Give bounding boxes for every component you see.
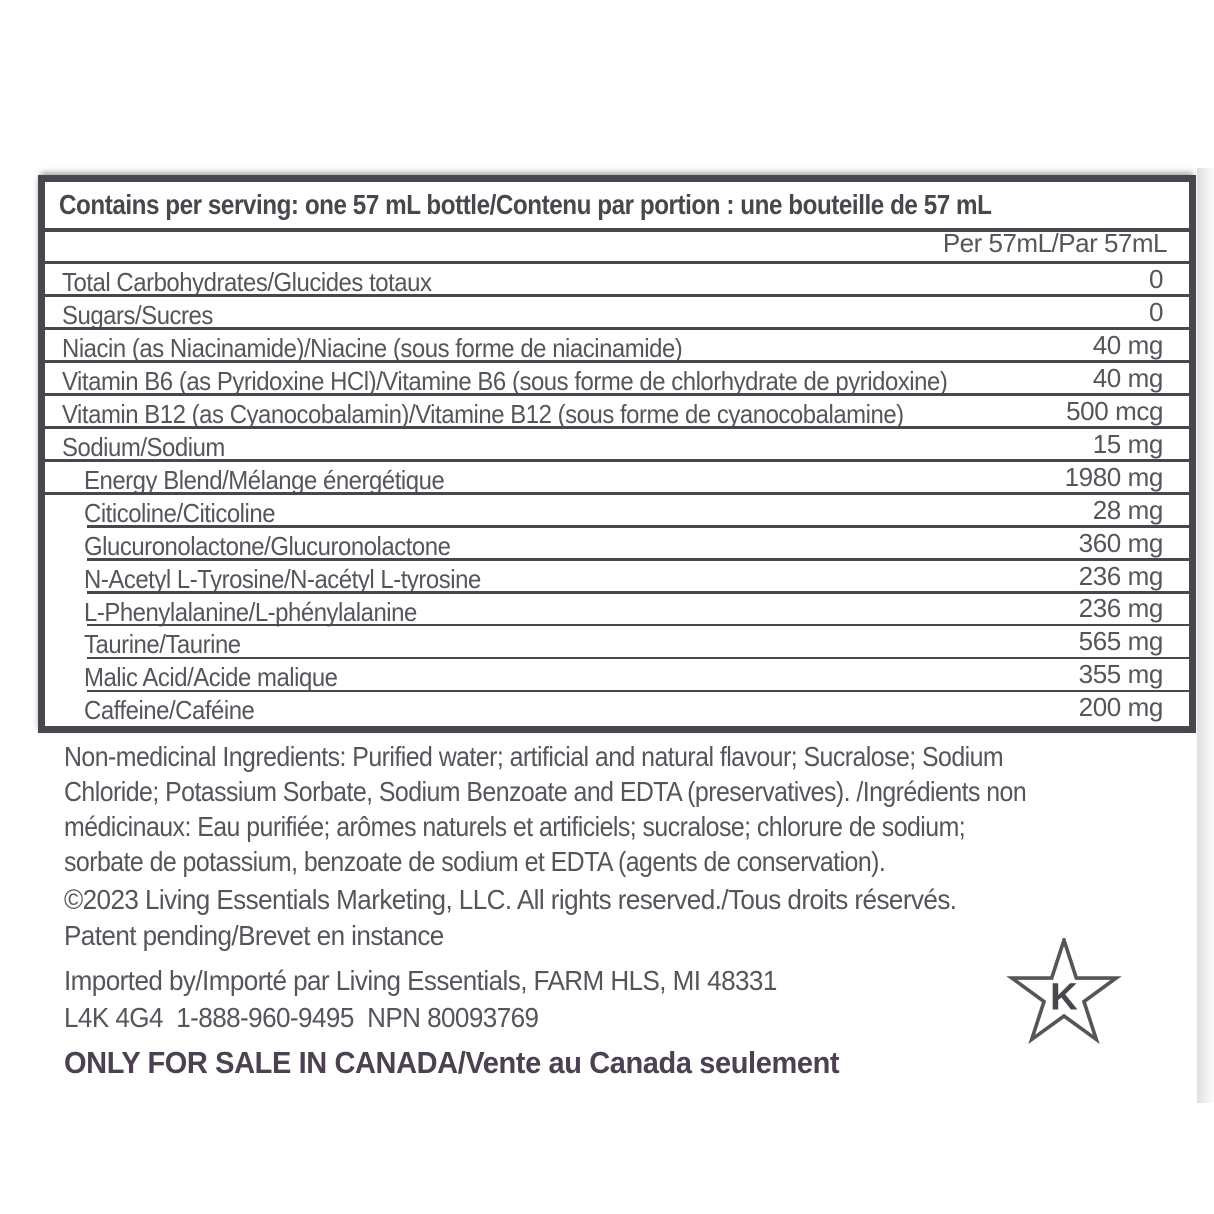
copyright-line: ©2023 Living Essentials Marketing, LLC. … <box>64 884 957 915</box>
row-label: L-Phenylalanine/L-phénylalanine <box>84 596 417 627</box>
kosher-star-icon: K <box>1006 938 1122 1045</box>
row-value: 28 mg <box>1092 494 1164 525</box>
per-serving-column-row: Per 57mL/Par 57mL <box>45 228 1189 264</box>
table-row: Energy Blend/Mélange énergétique 1980 mg <box>45 462 1189 495</box>
table-row: Sugars/Sucres 0 <box>45 297 1189 330</box>
table-row: L-Phenylalanine/L-phénylalanine 236 mg <box>45 593 1189 627</box>
table-row: Total Carbohydrates/Glucides totaux 0 <box>45 264 1189 297</box>
row-label: N-Acetyl L-Tyrosine/N-acétyl L-tyrosine <box>84 563 481 594</box>
row-value: 15 mg <box>1092 428 1164 459</box>
table-row: Malic Acid/Acide malique 355 mg <box>45 659 1189 692</box>
table-row: Caffeine/Caféine 200 mg <box>45 692 1189 725</box>
row-value: 200 mg <box>1078 692 1164 723</box>
row-value: 500 mcg <box>1066 395 1163 426</box>
row-label: Glucuronolactone/Glucuronolactone <box>84 530 451 561</box>
row-value: 236 mg <box>1078 593 1164 624</box>
row-label: Citicoline/Citicoline <box>84 497 276 528</box>
footer-text-block: Non-medicinal Ingredients: Purified wate… <box>64 739 1184 1082</box>
row-value: 0 <box>1148 263 1163 294</box>
table-row: Niacin (as Niacinamide)/Niacine (sous fo… <box>45 330 1189 363</box>
patent-line: Patent pending/Brevet en instance <box>64 920 444 951</box>
table-row: Vitamin B12 (as Cyanocobalamin)/Vitamine… <box>45 396 1189 429</box>
row-value: 360 mg <box>1078 527 1164 558</box>
row-value: 0 <box>1148 296 1163 327</box>
row-label: Total Carbohydrates/Glucides totaux <box>62 267 432 297</box>
table-row: Glucuronolactone/Glucuronolactone 360 mg <box>45 528 1189 561</box>
row-label: Sugars/Sucres <box>62 299 213 330</box>
row-label: Malic Acid/Acide malique <box>84 662 338 693</box>
row-label: Energy Blend/Mélange énergétique <box>84 464 445 495</box>
non-medicinal-ingredients: Non-medicinal Ingredients: Purified wate… <box>64 741 1027 877</box>
row-value: 355 mg <box>1078 659 1164 690</box>
canada-only-line: ONLY FOR SALE IN CANADA/Vente au Canada … <box>64 1046 840 1080</box>
row-label: Niacin (as Niacinamide)/Niacine (sous fo… <box>62 332 683 363</box>
contact-npn-line: L4K 4G4 1-888-960-9495 NPN 80093769 <box>64 1002 539 1033</box>
row-value: 40 mg <box>1092 329 1164 360</box>
table-row: Sodium/Sodium 15 mg <box>45 429 1189 462</box>
per-serving-column-header: Per 57mL/Par 57mL <box>942 228 1168 258</box>
table-rows: Total Carbohydrates/Glucides totaux 0 Su… <box>45 264 1189 725</box>
row-label: Vitamin B12 (as Cyanocobalamin)/Vitamine… <box>62 398 904 429</box>
table-row: N-Acetyl L-Tyrosine/N-acétyl L-tyrosine … <box>45 561 1189 594</box>
kosher-letter: K <box>1050 975 1078 1018</box>
row-label: Sodium/Sodium <box>62 431 225 462</box>
row-value: 565 mg <box>1078 626 1164 657</box>
nutrition-facts-table: Contains per serving: one 57 mL bottle/C… <box>38 175 1196 733</box>
imported-by-line: Imported by/Importé par Living Essential… <box>64 965 777 996</box>
row-value: 236 mg <box>1078 560 1164 591</box>
row-label: Taurine/Taurine <box>84 629 241 660</box>
table-row: Vitamin B6 (as Pyridoxine HCl)/Vitamine … <box>45 363 1189 396</box>
table-header-row: Contains per serving: one 57 mL bottle/C… <box>45 182 1189 232</box>
scan-artifact-band <box>1197 168 1214 1103</box>
table-row: Taurine/Taurine 565 mg <box>45 626 1189 659</box>
row-label: Vitamin B6 (as Pyridoxine HCl)/Vitamine … <box>62 365 948 396</box>
row-value: 1980 mg <box>1064 461 1164 492</box>
star-outline <box>1006 938 1122 1045</box>
row-value: 40 mg <box>1092 362 1164 393</box>
row-label: Caffeine/Caféine <box>84 695 255 726</box>
table-header-text: Contains per serving: one 57 mL bottle/C… <box>59 189 992 220</box>
table-row: Citicoline/Citicoline 28 mg <box>45 495 1189 528</box>
